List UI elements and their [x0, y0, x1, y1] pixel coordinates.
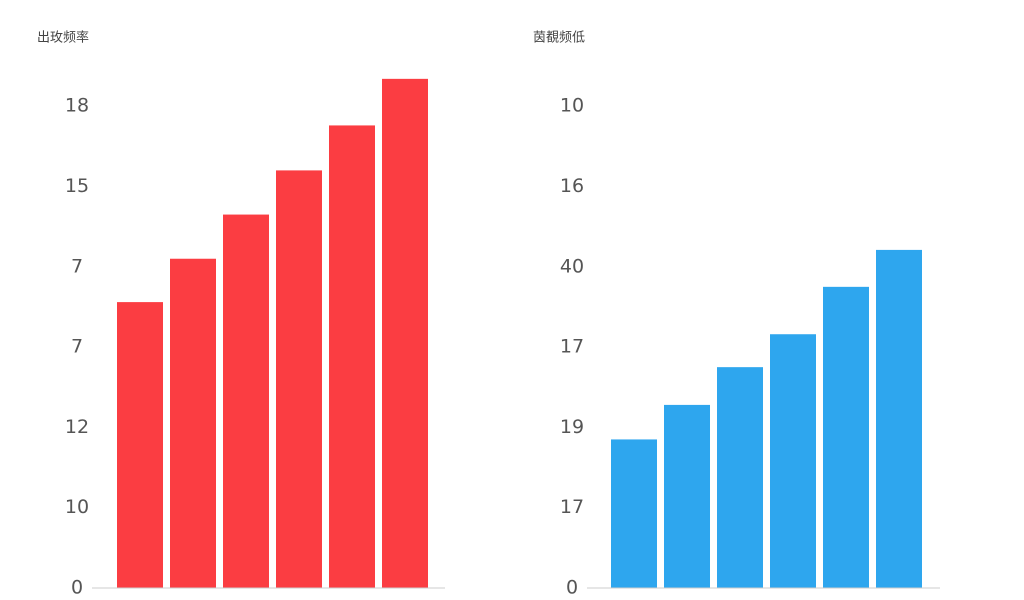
y-tick-label: 0 — [71, 577, 83, 599]
y-tick-label: 40 — [560, 255, 584, 277]
chart-title: 茵覩频低 — [533, 31, 585, 46]
y-tick-label: 7 — [71, 336, 83, 358]
chart-title: 出玫频率 — [37, 30, 89, 46]
y-tick-label: 16 — [560, 175, 584, 197]
y-tick-label: 10 — [65, 496, 89, 518]
y-tick-label: 0 — [566, 577, 578, 599]
bar — [823, 286, 869, 588]
bar — [117, 302, 163, 588]
y-tick-label: 17 — [560, 496, 584, 518]
y-tick-label: 15 — [65, 175, 89, 197]
bar — [223, 214, 269, 589]
y-tick-label: 19 — [560, 416, 584, 438]
bar — [770, 334, 816, 588]
bar — [170, 258, 216, 588]
bar — [611, 439, 657, 588]
bar — [329, 125, 375, 589]
y-tick-label: 18 — [65, 95, 89, 117]
y-tick-label: 12 — [65, 416, 89, 438]
bar — [382, 78, 428, 588]
bar — [876, 249, 922, 589]
y-tick-label: 7 — [71, 255, 83, 277]
bar — [664, 404, 710, 588]
y-tick-label: 17 — [560, 336, 584, 358]
y-tick-label: 10 — [560, 95, 584, 117]
bar — [717, 367, 763, 588]
bar — [276, 170, 322, 588]
